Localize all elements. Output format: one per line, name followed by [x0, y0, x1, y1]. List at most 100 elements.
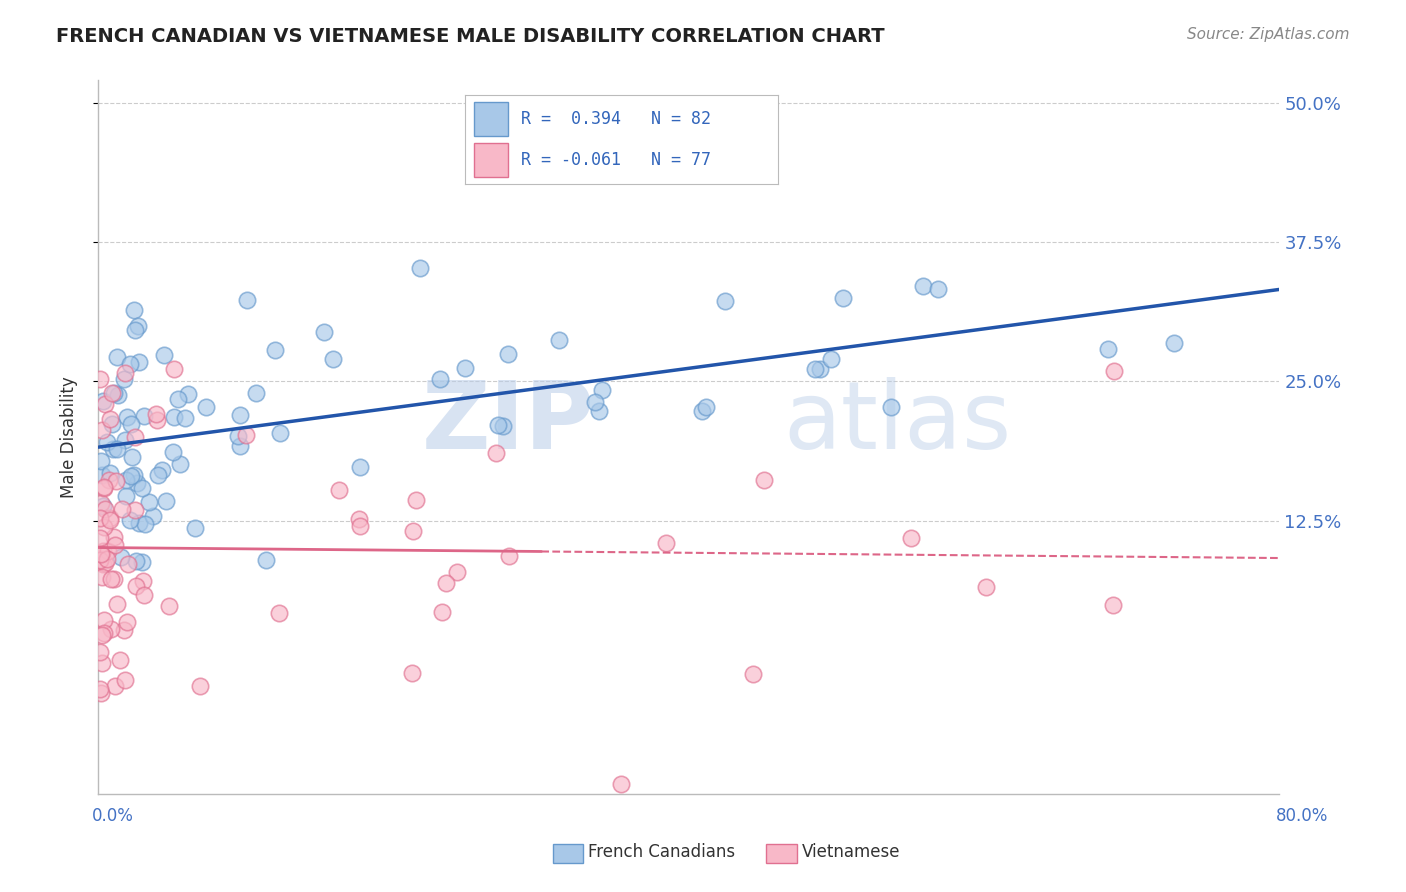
Point — [105, 351, 128, 365]
Point — [100, 572, 122, 586]
Point — [89, 553, 111, 567]
Text: ZIP: ZIP — [422, 376, 595, 469]
Point — [93, 481, 115, 495]
Point — [89, 681, 111, 696]
Point — [104, 679, 127, 693]
Text: French Canadians: French Canadians — [588, 843, 735, 861]
Point — [1102, 364, 1125, 378]
Point — [405, 493, 427, 508]
Point — [91, 423, 114, 437]
Point — [90, 686, 112, 700]
Point — [128, 516, 150, 530]
Point — [108, 652, 131, 666]
Point — [111, 501, 134, 516]
Y-axis label: Male Disability: Male Disability — [59, 376, 77, 498]
Point — [498, 549, 520, 563]
Point — [124, 554, 146, 568]
Point — [235, 293, 257, 307]
Point — [267, 607, 290, 621]
Point — [121, 450, 143, 464]
Point — [115, 489, 138, 503]
Point — [152, 348, 174, 362]
Point — [434, 575, 457, 590]
Point — [104, 538, 127, 552]
Point — [167, 392, 190, 406]
Point — [120, 417, 142, 431]
Text: Source: ZipAtlas.com: Source: ZipAtlas.com — [1187, 27, 1350, 42]
Point — [409, 261, 432, 276]
Point — [132, 409, 155, 424]
Point — [138, 495, 160, 509]
Point — [101, 386, 124, 401]
Point — [142, 509, 165, 524]
Point — [91, 557, 114, 571]
Point — [832, 291, 855, 305]
Point — [101, 417, 124, 432]
Point — [125, 476, 148, 491]
Point — [90, 453, 112, 467]
Point — [100, 622, 122, 636]
Point — [91, 570, 114, 584]
Point — [163, 409, 186, 424]
Point — [229, 439, 252, 453]
Point — [120, 469, 142, 483]
Point — [229, 408, 252, 422]
Point — [89, 547, 111, 561]
Point — [974, 580, 997, 594]
Point — [98, 466, 121, 480]
Point — [430, 605, 453, 619]
Point — [155, 494, 177, 508]
Point — [115, 615, 138, 629]
Point — [122, 302, 145, 317]
Point — [93, 520, 115, 534]
Point — [492, 419, 515, 434]
Point — [169, 458, 191, 472]
Point — [93, 397, 115, 411]
Point — [820, 351, 842, 366]
Point — [91, 543, 114, 558]
Point — [112, 623, 135, 637]
Point — [91, 394, 114, 409]
Point — [117, 558, 139, 572]
Point — [120, 357, 142, 371]
Point — [402, 524, 425, 538]
Point — [454, 361, 477, 376]
Point — [485, 446, 508, 460]
Point — [118, 513, 141, 527]
Text: 0.0%: 0.0% — [91, 807, 134, 825]
Point — [401, 666, 423, 681]
Point — [132, 574, 155, 588]
Point — [89, 511, 111, 525]
Point — [235, 428, 257, 442]
Point — [89, 531, 111, 545]
Point — [880, 400, 903, 414]
Point — [124, 323, 146, 337]
Point — [264, 343, 287, 358]
Point — [124, 503, 146, 517]
Point — [127, 319, 149, 334]
Point — [173, 411, 195, 425]
Point — [94, 501, 117, 516]
Point — [808, 361, 831, 376]
Text: Vietnamese: Vietnamese — [801, 843, 900, 861]
Point — [110, 549, 132, 564]
Point — [591, 383, 613, 397]
Point — [177, 387, 200, 401]
Point — [103, 386, 125, 401]
Point — [131, 481, 153, 495]
Point — [125, 579, 148, 593]
Point — [131, 555, 153, 569]
Point — [609, 777, 631, 791]
Point — [134, 517, 156, 532]
Text: atlas: atlas — [783, 376, 1012, 469]
Point — [157, 599, 180, 613]
Point — [162, 445, 184, 459]
Point — [96, 435, 118, 450]
Point — [145, 408, 167, 422]
Point — [690, 404, 713, 418]
Point — [245, 385, 267, 400]
Point — [322, 351, 344, 366]
Point — [486, 418, 509, 433]
Point — [328, 483, 350, 497]
Point — [146, 468, 169, 483]
